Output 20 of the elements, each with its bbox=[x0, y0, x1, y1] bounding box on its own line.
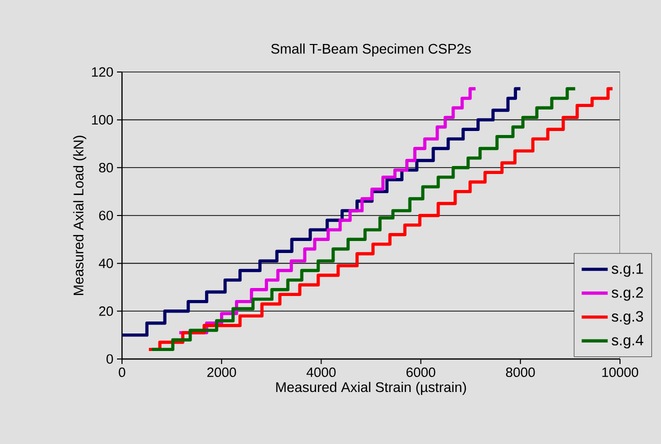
x-tick-label: 8000 bbox=[506, 368, 535, 378]
y-tick-label: 80 bbox=[99, 162, 113, 172]
y-tick-label: 100 bbox=[92, 115, 113, 125]
legend-label: s.g.1 bbox=[612, 263, 643, 277]
y-tick-label: 20 bbox=[99, 306, 113, 316]
legend-label: s.g.4 bbox=[612, 335, 644, 348]
chart-title: Small T-Beam Specimen CSP2s bbox=[271, 43, 471, 56]
x-tick-label: 2000 bbox=[207, 368, 236, 378]
x-tick-label: 10000 bbox=[602, 368, 638, 378]
y-tick-label: 40 bbox=[98, 258, 113, 268]
x-tick-label: 4000 bbox=[306, 368, 336, 378]
legend-label: s.g.3 bbox=[612, 311, 644, 325]
x-axis-title: Measured Axial Strain (µstrain) bbox=[276, 382, 466, 395]
y-tick-label: 120 bbox=[92, 67, 113, 77]
y-tick-label: 60 bbox=[99, 210, 113, 220]
y-tick-label: 0 bbox=[106, 354, 113, 364]
y-axis-title: Measured Axial Load (kN) bbox=[73, 136, 86, 295]
x-tick-label: 0 bbox=[118, 368, 126, 378]
x-tick-label: 6000 bbox=[406, 368, 436, 378]
legend-label: s.g.2 bbox=[612, 287, 643, 301]
